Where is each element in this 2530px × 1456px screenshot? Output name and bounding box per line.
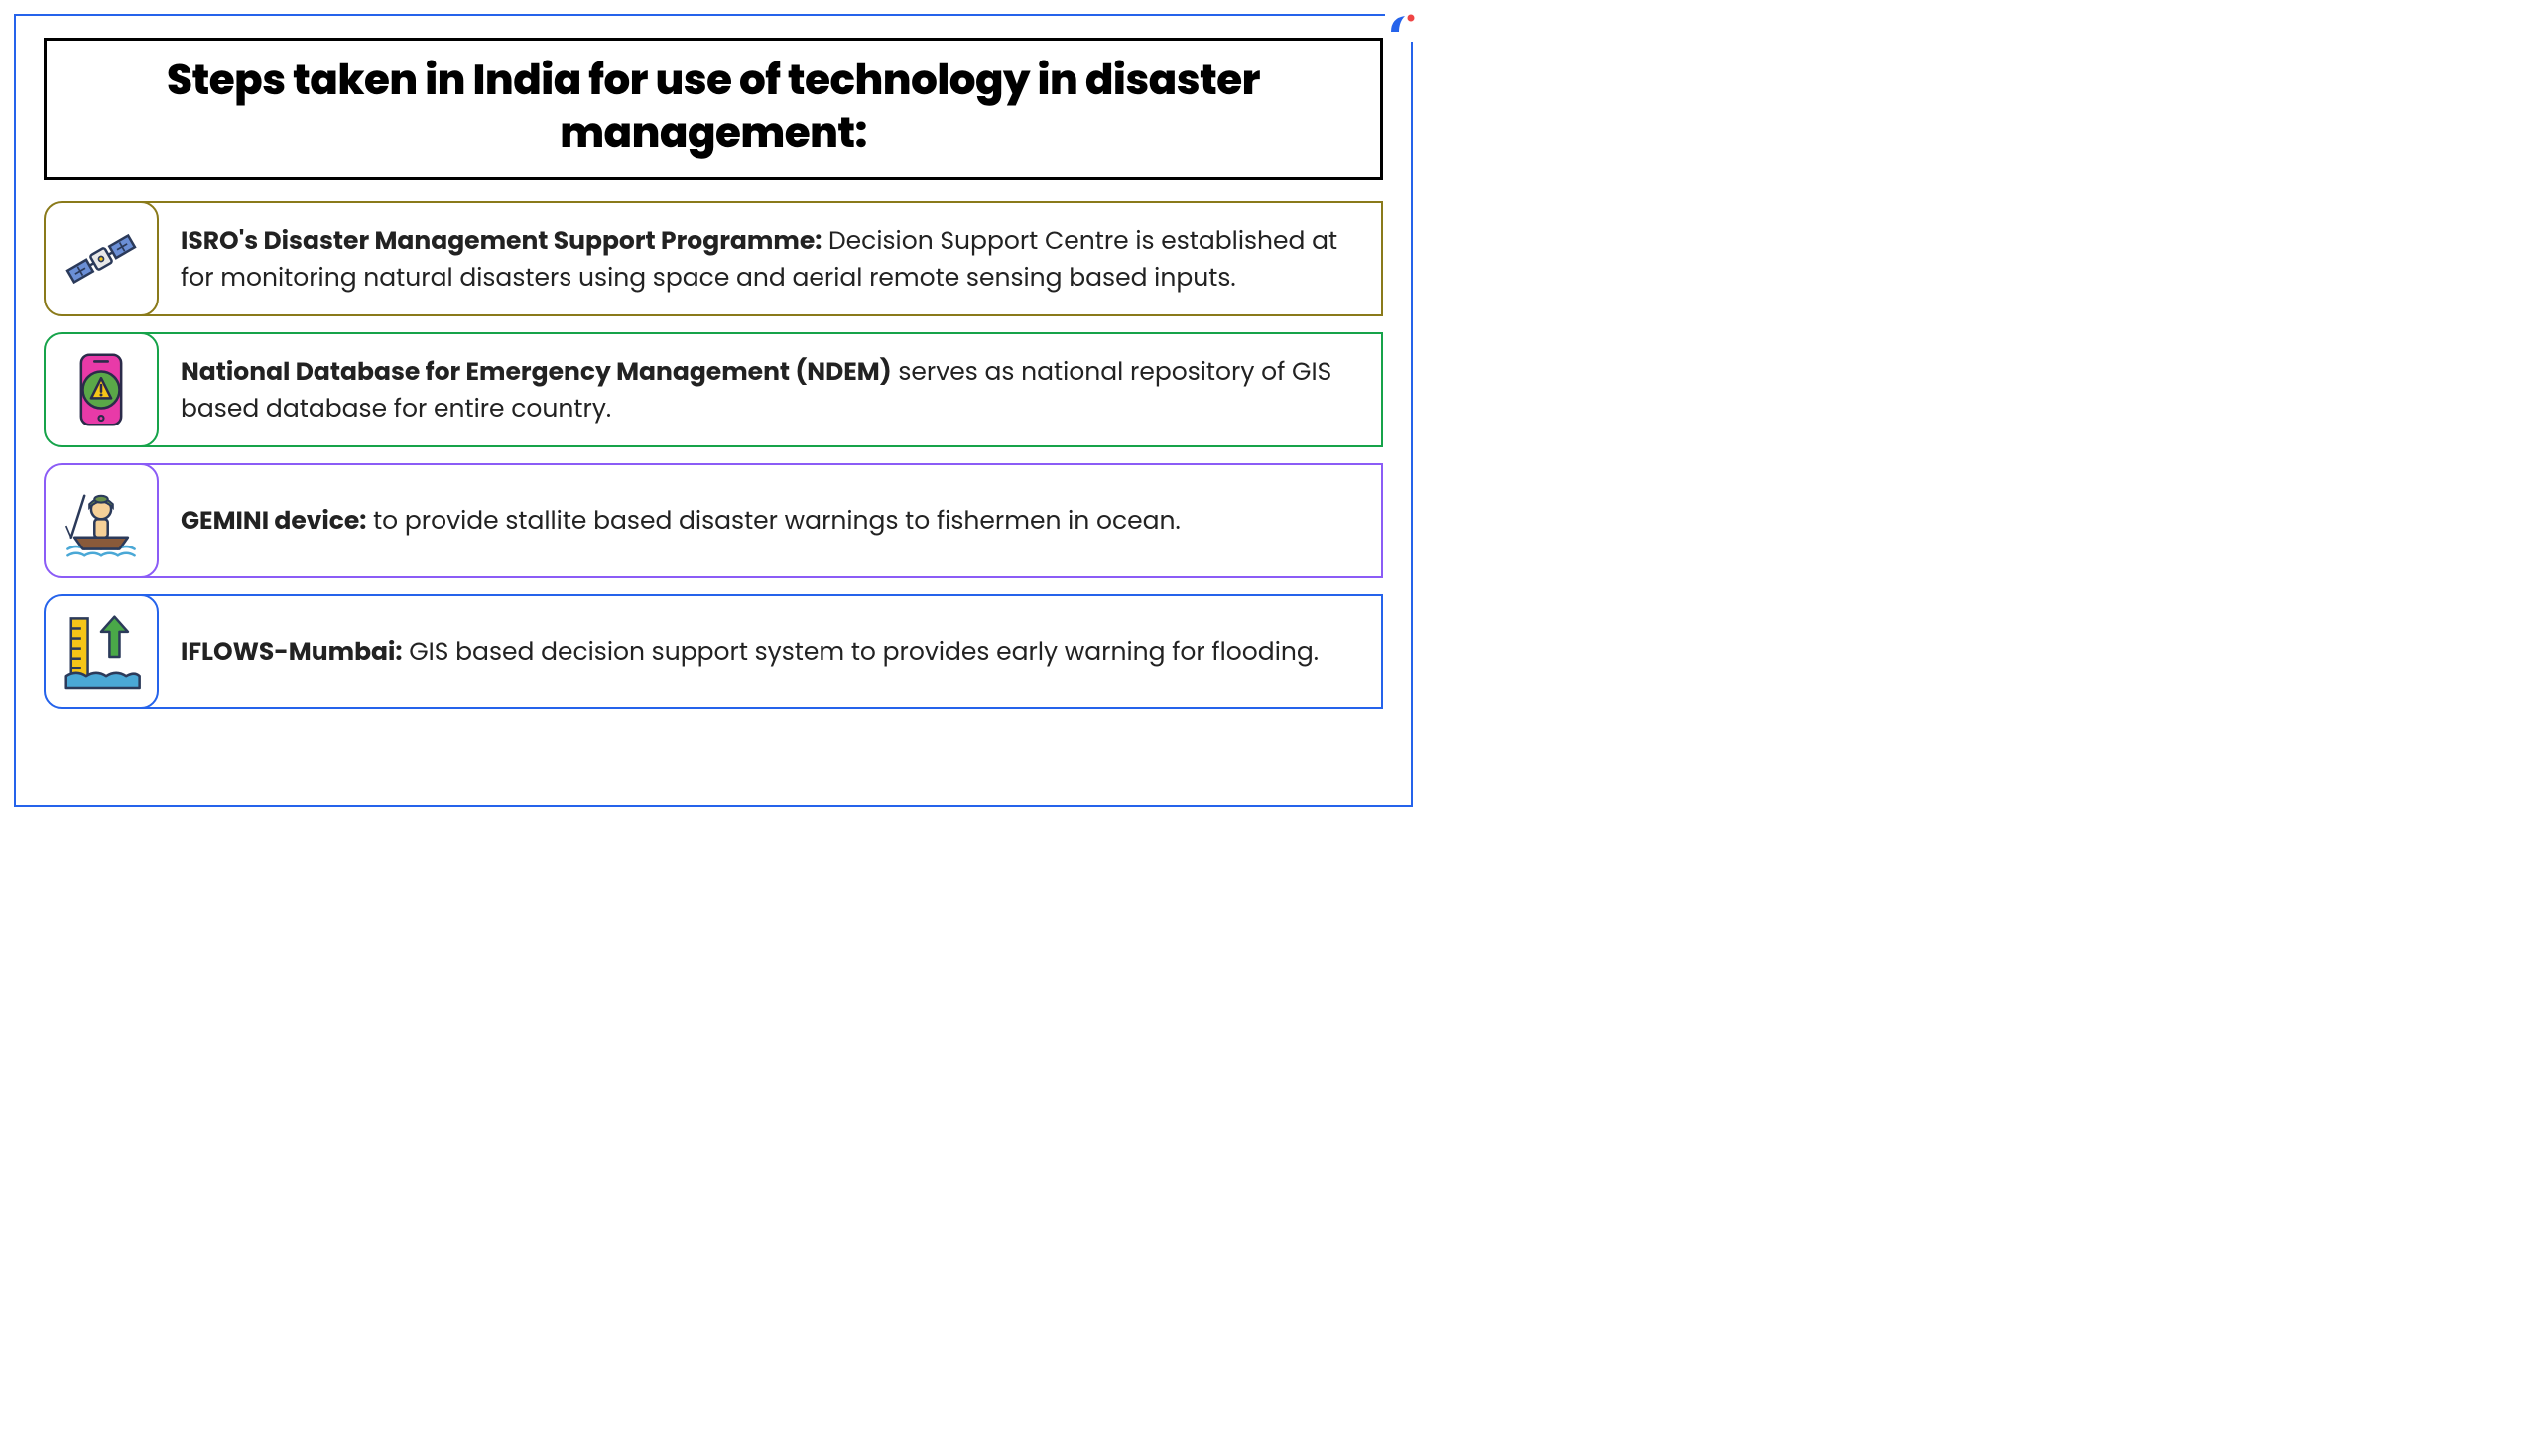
phone-alert-icon xyxy=(60,348,143,431)
fisherman-icon xyxy=(60,479,143,562)
item-text: IFLOWS-Mumbai: GIS based decision suppor… xyxy=(181,633,1357,670)
flood-gauge-icon xyxy=(60,610,143,693)
text-box-3: IFLOWS-Mumbai: GIS based decision suppor… xyxy=(141,594,1383,709)
item-row: National Database for Emergency Manageme… xyxy=(44,332,1383,447)
icon-box-0 xyxy=(44,201,159,316)
icon-box-3 xyxy=(44,594,159,709)
title-box: Steps taken in India for use of technolo… xyxy=(44,38,1383,180)
text-box-1: National Database for Emergency Manageme… xyxy=(141,332,1383,447)
item-text: GEMINI device: to provide stallite based… xyxy=(181,502,1357,540)
outer-frame: Steps taken in India for use of technolo… xyxy=(14,14,1413,807)
icon-box-2 xyxy=(44,463,159,578)
text-box-0: ISRO's Disaster Management Support Progr… xyxy=(141,201,1383,316)
item-row: ISRO's Disaster Management Support Progr… xyxy=(44,201,1383,316)
satellite-icon xyxy=(60,217,143,301)
item-text: ISRO's Disaster Management Support Progr… xyxy=(181,222,1357,297)
icon-box-1 xyxy=(44,332,159,447)
item-row: IFLOWS-Mumbai: GIS based decision suppor… xyxy=(44,594,1383,709)
page-title: Steps taken in India for use of technolo… xyxy=(86,55,1340,159)
brand-logo xyxy=(1385,8,1419,42)
item-row: GEMINI device: to provide stallite based… xyxy=(44,463,1383,578)
item-text: National Database for Emergency Manageme… xyxy=(181,353,1357,427)
text-box-2: GEMINI device: to provide stallite based… xyxy=(141,463,1383,578)
